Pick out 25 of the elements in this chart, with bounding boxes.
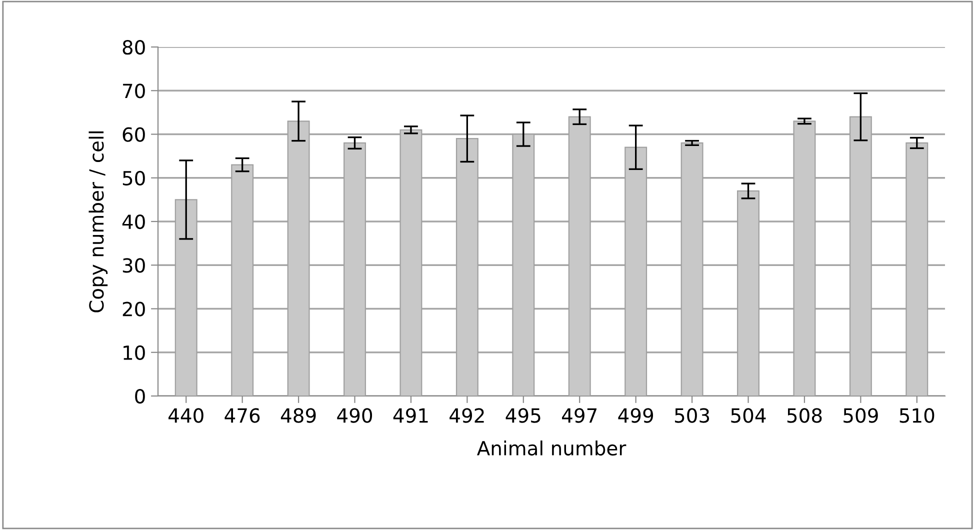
y-tick-label: 30 — [122, 258, 145, 273]
y-tick-label: 80 — [122, 40, 145, 55]
x-tick-label: 440 — [168, 408, 204, 423]
y-tick-label: 0 — [135, 388, 145, 404]
y-tick-label: 70 — [123, 84, 145, 98]
x-tick-label: 492 — [450, 408, 484, 423]
x-tick-label: 508 — [787, 408, 822, 423]
y-tick-label: 50 — [122, 170, 145, 186]
x-tick-label: 503 — [674, 408, 710, 423]
y-tick-label: 60 — [122, 127, 145, 142]
y-axis-title: Copy number / cell — [88, 131, 108, 312]
x-tick-label: 509 — [844, 408, 878, 423]
y-tick-label: 40 — [122, 214, 145, 230]
x-tick-label: 489 — [280, 408, 316, 423]
x-tick-label: 497 — [562, 408, 596, 423]
x-tick-label: 504 — [731, 408, 766, 423]
x-tick-label: 510 — [900, 408, 934, 423]
x-tick-label: 476 — [224, 408, 260, 423]
x-tick-label: 490 — [337, 408, 372, 423]
x-tick-label: 491 — [393, 408, 428, 423]
x-tick-label: 499 — [618, 408, 654, 423]
y-tick-label: 20 — [122, 302, 145, 316]
x-axis-title: Animal number — [476, 440, 626, 456]
x-tick-label: 495 — [506, 408, 540, 423]
y-tick-label: 10 — [124, 345, 145, 360]
